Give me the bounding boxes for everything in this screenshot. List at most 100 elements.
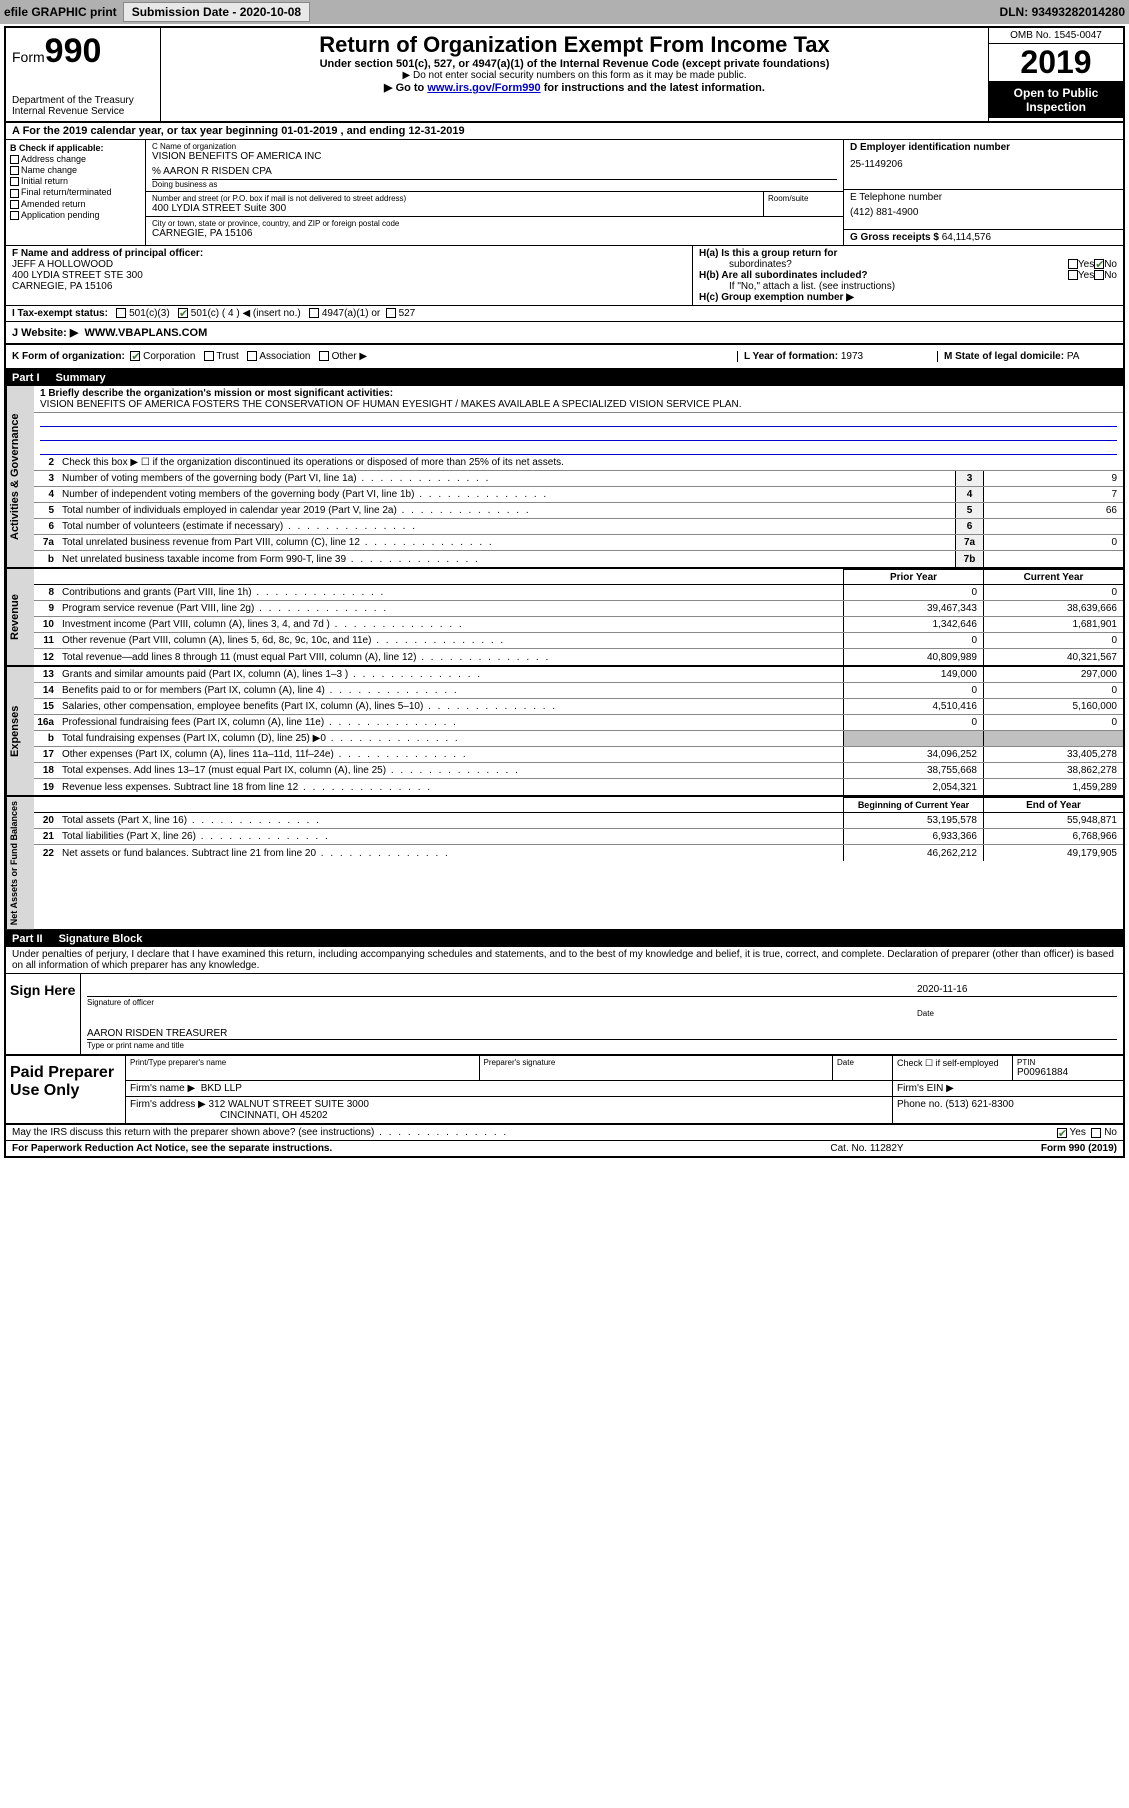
type-name-label: Type or print name and title bbox=[87, 1041, 917, 1050]
discuss-yes-checkbox[interactable] bbox=[1057, 1128, 1067, 1138]
city-label: City or town, state or province, country… bbox=[152, 219, 837, 228]
applicable-checkbox[interactable] bbox=[10, 177, 19, 186]
sign-here-section: Sign Here Signature of officer 2020-11-1… bbox=[6, 974, 1123, 1056]
governance-vtab: Activities & Governance bbox=[6, 386, 34, 567]
dln-label: DLN: 93493282014280 bbox=[1000, 5, 1125, 19]
part2-header: Part IISignature Block bbox=[6, 931, 1123, 947]
address: 400 LYDIA STREET Suite 300 bbox=[152, 203, 757, 214]
inspection-badge: Open to Public Inspection bbox=[989, 82, 1123, 118]
self-employed-check[interactable]: Check ☐ if self-employed bbox=[893, 1056, 1013, 1080]
form-subtitle-3: ▶ Go to www.irs.gov/Form990 for instruct… bbox=[169, 81, 980, 94]
form-number: 990 bbox=[45, 32, 102, 70]
form990-link[interactable]: www.irs.gov/Form990 bbox=[427, 82, 540, 94]
501c3-checkbox[interactable] bbox=[116, 308, 126, 318]
footer-row: For Paperwork Reduction Act Notice, see … bbox=[6, 1141, 1123, 1156]
part1-header: Part ISummary bbox=[6, 370, 1123, 386]
address-label: Number and street (or P.O. box if mail i… bbox=[152, 194, 757, 203]
ha-no-checkbox[interactable] bbox=[1094, 259, 1104, 269]
dept-label: Department of the Treasury Internal Reve… bbox=[12, 95, 154, 117]
org-name-label: C Name of organization bbox=[152, 142, 837, 151]
hb-no-checkbox[interactable] bbox=[1094, 270, 1104, 280]
officer-section: F Name and address of principal officer:… bbox=[6, 246, 1123, 306]
officer-addr1: 400 LYDIA STREET STE 300 bbox=[12, 270, 686, 281]
current-year-header: Current Year bbox=[983, 569, 1123, 584]
mission-text: VISION BENEFITS OF AMERICA FOSTERS THE C… bbox=[40, 399, 741, 410]
dba-label: Doing business as bbox=[152, 179, 837, 189]
efile-label: efile GRAPHIC print bbox=[4, 5, 117, 19]
submission-date-button[interactable]: Submission Date - 2020-10-08 bbox=[123, 2, 310, 22]
table-row: 19Revenue less expenses. Subtract line 1… bbox=[34, 779, 1123, 795]
applicable-checkbox[interactable] bbox=[10, 166, 19, 175]
table-row: 4Number of independent voting members of… bbox=[34, 487, 1123, 503]
other-checkbox[interactable] bbox=[319, 351, 329, 361]
sign-here-label: Sign Here bbox=[6, 974, 81, 1054]
tax-exempt-status: I Tax-exempt status: 501(c)(3) 501(c) ( … bbox=[6, 306, 1123, 322]
hc-line: H(c) Group exemption number ▶ bbox=[699, 292, 1117, 303]
check-if-applicable: B Check if applicable: Address changeNam… bbox=[6, 140, 146, 245]
corp-checkbox[interactable] bbox=[130, 351, 140, 361]
city-state-zip: CARNEGIE, PA 15106 bbox=[152, 228, 837, 239]
end-year-header: End of Year bbox=[983, 797, 1123, 812]
paid-preparer-label: Paid Preparer Use Only bbox=[6, 1056, 126, 1123]
firm-city: CINCINNATI, OH 45202 bbox=[130, 1110, 328, 1121]
officer-addr2: CARNEGIE, PA 15106 bbox=[12, 281, 686, 292]
table-row: 13Grants and similar amounts paid (Part … bbox=[34, 667, 1123, 683]
tax-year: 2019 bbox=[989, 44, 1123, 82]
top-bar: efile GRAPHIC print Submission Date - 20… bbox=[0, 0, 1129, 24]
care-of: % AARON R RISDEN CPA bbox=[152, 166, 837, 177]
line2-desc: Check this box ▶ ☐ if the organization d… bbox=[58, 456, 1123, 469]
mission-label: 1 Briefly describe the organization's mi… bbox=[40, 388, 393, 399]
table-row: 20Total assets (Part X, line 16)53,195,5… bbox=[34, 813, 1123, 829]
table-row: 15Salaries, other compensation, employee… bbox=[34, 699, 1123, 715]
governance-section: Activities & Governance 1 Briefly descri… bbox=[6, 386, 1123, 569]
table-row: 7aTotal unrelated business revenue from … bbox=[34, 535, 1123, 551]
form-container: Form990 Department of the Treasury Inter… bbox=[4, 26, 1125, 1158]
ha-yes-checkbox[interactable] bbox=[1068, 259, 1078, 269]
website-url: WWW.VBAPLANS.COM bbox=[84, 327, 207, 339]
revenue-vtab: Revenue bbox=[6, 569, 34, 665]
applicable-checkbox[interactable] bbox=[10, 200, 19, 209]
discuss-row: May the IRS discuss this return with the… bbox=[6, 1125, 1123, 1141]
table-row: 10Investment income (Part VIII, column (… bbox=[34, 617, 1123, 633]
website-row: J Website: ▶ WWW.VBAPLANS.COM bbox=[6, 322, 1123, 345]
form-footer: Form 990 (2019) bbox=[967, 1143, 1117, 1154]
perjury-statement: Under penalties of perjury, I declare th… bbox=[6, 947, 1123, 974]
applicable-checkbox[interactable] bbox=[10, 189, 19, 198]
ha-line: H(a) Is this a group return for bbox=[699, 248, 1117, 259]
ein-value: 25-1149206 bbox=[850, 159, 1117, 170]
table-row: 9Program service revenue (Part VIII, lin… bbox=[34, 601, 1123, 617]
firm-name: BKD LLP bbox=[201, 1083, 242, 1094]
table-row: 21Total liabilities (Part X, line 26)6,9… bbox=[34, 829, 1123, 845]
gross-receipts: G Gross receipts $ 64,114,576 bbox=[844, 230, 1123, 245]
form-subtitle-1: Under section 501(c), 527, or 4947(a)(1)… bbox=[169, 58, 980, 70]
table-row: 11Other revenue (Part VIII, column (A), … bbox=[34, 633, 1123, 649]
501c-checkbox[interactable] bbox=[178, 308, 188, 318]
527-checkbox[interactable] bbox=[386, 308, 396, 318]
firm-address: 312 WALNUT STREET SUITE 3000 bbox=[209, 1099, 369, 1110]
table-row: 6Total number of volunteers (estimate if… bbox=[34, 519, 1123, 535]
form-header: Form990 Department of the Treasury Inter… bbox=[6, 28, 1123, 123]
4947-checkbox[interactable] bbox=[309, 308, 319, 318]
revenue-section: Revenue Prior Year Current Year 8Contrib… bbox=[6, 569, 1123, 667]
table-row: 8Contributions and grants (Part VIII, li… bbox=[34, 585, 1123, 601]
omb-number: OMB No. 1545-0047 bbox=[989, 28, 1123, 44]
applicable-checkbox[interactable] bbox=[10, 155, 19, 164]
period-row: A For the 2019 calendar year, or tax yea… bbox=[6, 123, 1123, 140]
assoc-checkbox[interactable] bbox=[247, 351, 257, 361]
phone-label: E Telephone number bbox=[850, 192, 1117, 203]
netassets-section: Net Assets or Fund Balances Beginning of… bbox=[6, 797, 1123, 931]
officer-name: JEFF A HOLLOWOOD bbox=[12, 259, 686, 270]
table-row: 18Total expenses. Add lines 13–17 (must … bbox=[34, 763, 1123, 779]
table-row: 17Other expenses (Part IX, column (A), l… bbox=[34, 747, 1123, 763]
ein-label: D Employer identification number bbox=[850, 142, 1117, 153]
trust-checkbox[interactable] bbox=[204, 351, 214, 361]
table-row: 3Number of voting members of the governi… bbox=[34, 471, 1123, 487]
table-row: 16aProfessional fundraising fees (Part I… bbox=[34, 715, 1123, 731]
room-suite-label: Room/suite bbox=[763, 192, 843, 217]
hb-yes-checkbox[interactable] bbox=[1068, 270, 1078, 280]
applicable-checkbox[interactable] bbox=[10, 211, 19, 220]
form-of-organization-row: K Form of organization: Corporation Trus… bbox=[6, 345, 1123, 370]
preparer-phone: (513) 621-8300 bbox=[945, 1099, 1013, 1110]
form-title: Return of Organization Exempt From Incom… bbox=[169, 32, 980, 58]
discuss-no-checkbox[interactable] bbox=[1091, 1128, 1101, 1138]
